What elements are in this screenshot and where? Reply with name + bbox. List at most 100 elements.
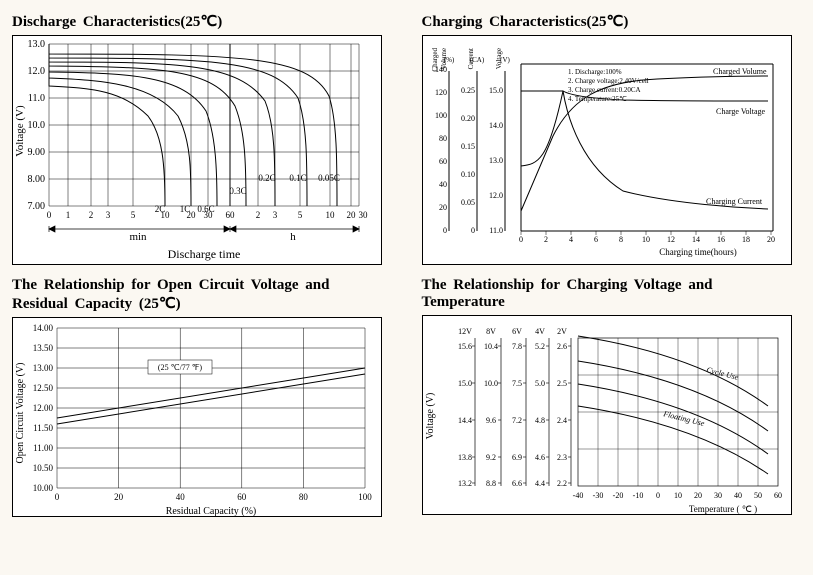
charging-y1-labels: 0 20 40 60 80 100 120 140 <box>435 65 447 235</box>
svg-text:4V: 4V <box>535 327 545 336</box>
discharge-panel: Discharge Characteristics(25℃) <box>12 12 392 265</box>
svg-text:-20: -20 <box>612 491 623 500</box>
svg-text:80: 80 <box>439 134 447 143</box>
svg-text:2V: 2V <box>557 327 567 336</box>
svg-text:40: 40 <box>439 180 447 189</box>
svg-text:12.0: 12.0 <box>489 191 503 200</box>
svg-text:30: 30 <box>359 210 369 220</box>
svg-text:120: 120 <box>435 88 447 97</box>
svg-text:10: 10 <box>674 491 682 500</box>
svg-text:10.0: 10.0 <box>28 120 46 131</box>
svg-text:13.8: 13.8 <box>458 453 472 462</box>
chgtemp-title: The Relationship for Charging Voltage an… <box>422 277 802 311</box>
svg-text:16: 16 <box>717 235 725 244</box>
svg-text:0: 0 <box>443 226 447 235</box>
svg-text:60: 60 <box>237 492 247 502</box>
svg-text:60: 60 <box>439 157 447 166</box>
svg-text:4.8: 4.8 <box>535 416 545 425</box>
discharge-title: Discharge Characteristics(25℃) <box>12 12 392 31</box>
svg-text:13.50: 13.50 <box>33 343 54 353</box>
chgtemp-xlabel: Temperature ( ℃ ) <box>688 504 756 514</box>
svg-text:12.50: 12.50 <box>33 383 54 393</box>
svg-text:Charged Volume: Charged Volume <box>713 67 767 76</box>
svg-text:6.9: 6.9 <box>512 453 522 462</box>
svg-text:0: 0 <box>55 492 60 502</box>
discharge-ylabel: Voltage (V) <box>14 105 26 157</box>
svg-text:10: 10 <box>326 210 336 220</box>
svg-text:30: 30 <box>714 491 722 500</box>
svg-text:6.6: 6.6 <box>512 479 522 488</box>
svg-text:(V): (V) <box>500 56 510 64</box>
svg-text:13.0: 13.0 <box>489 156 503 165</box>
svg-text:(%): (%) <box>443 56 454 64</box>
charging-chart: 0 20 40 60 80 100 120 140 0 0.05 0.10 0.… <box>422 35 792 265</box>
svg-text:18: 18 <box>742 235 750 244</box>
svg-text:13.2: 13.2 <box>458 479 472 488</box>
svg-text:11.0: 11.0 <box>28 93 45 104</box>
discharge-xlabel: Discharge time <box>168 247 241 261</box>
charging-title: Charging Characteristics(25℃) <box>422 12 802 31</box>
ocv-band <box>57 368 365 424</box>
charging-curves <box>521 76 768 211</box>
svg-text:4.4: 4.4 <box>535 479 545 488</box>
charging-y3-labels: 11.0 12.0 13.0 14.0 15.0 <box>489 86 503 235</box>
svg-text:9.00: 9.00 <box>28 147 46 158</box>
svg-text:14.4: 14.4 <box>458 416 472 425</box>
svg-text:12.00: 12.00 <box>33 403 54 413</box>
svg-text:0.05C: 0.05C <box>318 173 340 183</box>
svg-text:10.0: 10.0 <box>484 379 498 388</box>
svg-text:0.1C: 0.1C <box>289 173 306 183</box>
charging-notes: 1. Discharge:100% 2. Charge voltage:2.40… <box>568 68 649 103</box>
svg-text:14.00: 14.00 <box>33 323 54 333</box>
svg-text:Charged: Charged <box>431 48 439 72</box>
charging-curve-labels: Charged Volume Charge Voltage Charging C… <box>706 67 767 206</box>
svg-text:10: 10 <box>642 235 650 244</box>
svg-text:12.0: 12.0 <box>28 66 46 77</box>
discharge-y-labels: 7.00 8.00 9.00 10.0 11.0 12.0 13.0 <box>28 39 46 212</box>
svg-text:40: 40 <box>176 492 186 502</box>
svg-text:7.2: 7.2 <box>512 416 522 425</box>
svg-text:1C: 1C <box>180 204 191 214</box>
chgtemp-x-labels: -40 -30 -20 -10 0 10 20 30 40 50 60 <box>572 491 781 500</box>
charging-y-headers: Charged Volume (%) Current (CA) Voltage … <box>431 48 511 72</box>
svg-text:20: 20 <box>439 203 447 212</box>
svg-text:9.6: 9.6 <box>486 416 496 425</box>
svg-text:2: 2 <box>544 235 548 244</box>
svg-text:0.2C: 0.2C <box>258 173 275 183</box>
svg-text:4: 4 <box>569 235 573 244</box>
charging-x-labels: 0 2 4 6 8 10 12 14 16 18 20 <box>519 235 775 244</box>
chgtemp-cycle-label: Cycle Use <box>705 365 739 382</box>
svg-text:10.00: 10.00 <box>33 483 54 493</box>
svg-text:3: 3 <box>273 210 278 220</box>
ocv-y-labels: 10.00 10.50 11.00 11.50 12.00 12.50 13.0… <box>33 323 54 493</box>
svg-text:4.6: 4.6 <box>535 453 545 462</box>
svg-text:15.0: 15.0 <box>458 379 472 388</box>
svg-text:2.4: 2.4 <box>557 416 567 425</box>
svg-text:8.8: 8.8 <box>486 479 496 488</box>
svg-text:0.25: 0.25 <box>461 86 475 95</box>
svg-text:0.20: 0.20 <box>461 114 475 123</box>
svg-text:10.4: 10.4 <box>484 342 498 351</box>
ocv-grid <box>57 328 365 488</box>
svg-text:7.00: 7.00 <box>28 201 46 212</box>
svg-text:6: 6 <box>594 235 598 244</box>
discharge-chart: 7.00 8.00 9.00 10.0 11.0 12.0 13.0 Volta… <box>12 35 382 265</box>
svg-text:7.8: 7.8 <box>512 342 522 351</box>
svg-text:14: 14 <box>692 235 700 244</box>
svg-text:0.10: 0.10 <box>461 170 475 179</box>
discharge-min-label: min <box>129 231 147 243</box>
svg-text:-30: -30 <box>592 491 603 500</box>
svg-text:5: 5 <box>131 210 136 220</box>
charging-y2-labels: 0 0.05 0.10 0.15 0.20 0.25 <box>461 86 475 235</box>
charging-xticks <box>521 231 771 235</box>
svg-text:5.2: 5.2 <box>535 342 545 351</box>
svg-text:15.6: 15.6 <box>458 342 472 351</box>
discharge-h-label: h <box>290 231 296 243</box>
svg-text:50: 50 <box>754 491 762 500</box>
chgtemp-yspines <box>475 338 571 486</box>
svg-text:13.0: 13.0 <box>28 39 46 50</box>
svg-text:3. Charge current:0.20CA: 3. Charge current:0.20CA <box>568 86 641 94</box>
svg-text:20: 20 <box>694 491 702 500</box>
chgtemp-ytable-header: 12V 8V 6V 4V 2V <box>458 327 567 336</box>
svg-text:5.0: 5.0 <box>535 379 545 388</box>
